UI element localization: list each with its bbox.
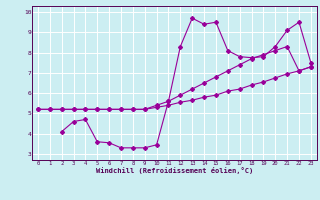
X-axis label: Windchill (Refroidissement éolien,°C): Windchill (Refroidissement éolien,°C) bbox=[96, 167, 253, 174]
